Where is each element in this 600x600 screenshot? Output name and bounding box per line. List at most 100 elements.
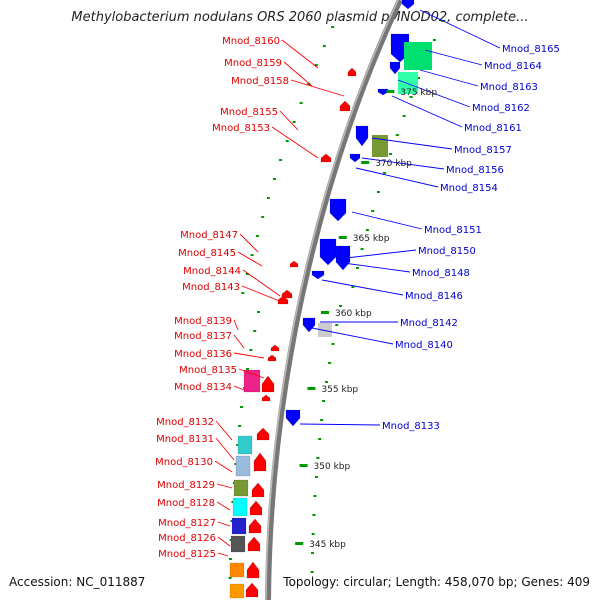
label-mnod-8154[interactable]: Mnod_8154 (440, 183, 498, 194)
backbone-highlight (265, 0, 399, 600)
leader-line (215, 420, 233, 441)
label-mnod-8125[interactable]: Mnod_8125 (158, 549, 216, 560)
forward-gene (355, 125, 369, 147)
tick-mark (257, 311, 260, 313)
gene-block (231, 517, 247, 535)
label-mnod-8160[interactable]: Mnod_8160 (222, 36, 280, 47)
tick-mark (266, 197, 270, 199)
reverse-gene (270, 344, 280, 352)
label-mnod-8158[interactable]: Mnod_8158 (231, 76, 289, 87)
label-mnod-8144[interactable]: Mnod_8144 (183, 266, 241, 277)
tick-mark (365, 229, 369, 231)
label-mnod-8150[interactable]: Mnod_8150 (418, 246, 476, 257)
tick-mark (228, 577, 232, 579)
reverse-gene (256, 427, 270, 441)
leader-line (361, 157, 445, 170)
tick-mark (299, 102, 303, 104)
tick-mark (272, 178, 276, 180)
leader-line (311, 327, 394, 345)
label-mnod-8137[interactable]: Mnod_8137 (174, 331, 232, 342)
leader-line (335, 261, 411, 273)
label-mnod-8162[interactable]: Mnod_8162 (472, 103, 530, 114)
label-mnod-8153[interactable]: Mnod_8153 (212, 123, 270, 134)
label-mnod-8165[interactable]: Mnod_8165 (502, 44, 560, 55)
label-mnod-8135[interactable]: Mnod_8135 (179, 365, 237, 376)
leader-line (419, 9, 501, 49)
scale-label: 355 kbp (321, 385, 358, 395)
label-mnod-8133[interactable]: Mnod_8133 (382, 421, 440, 432)
label-mnod-8132[interactable]: Mnod_8132 (156, 417, 214, 428)
tick-mark (389, 153, 393, 155)
gene-block (237, 435, 253, 455)
gene-block (229, 562, 245, 578)
tick-mark (231, 501, 235, 503)
leader-line (351, 211, 423, 230)
tick-mark (371, 210, 375, 212)
reverse-gene (247, 536, 261, 552)
forward-gene (389, 61, 401, 75)
tick-mark (311, 533, 315, 535)
label-mnod-8157[interactable]: Mnod_8157 (454, 145, 512, 156)
leader-line (241, 285, 283, 303)
gene-block (372, 135, 388, 157)
tick-mark (331, 343, 335, 345)
tick-mark (316, 457, 320, 459)
scale-label: 365 kbp (353, 234, 390, 244)
reverse-gene (253, 452, 267, 472)
scale-label: 375 kbp (400, 88, 437, 98)
label-mnod-8128[interactable]: Mnod_8128 (157, 498, 215, 509)
reverse-gene (246, 561, 260, 579)
label-mnod-8140[interactable]: Mnod_8140 (395, 340, 453, 351)
tick-mark (351, 286, 355, 288)
label-mnod-8164[interactable]: Mnod_8164 (484, 61, 542, 72)
tick-mark (322, 400, 325, 402)
label-mnod-8126[interactable]: Mnod_8126 (158, 533, 216, 544)
leader-line (321, 279, 404, 296)
label-mnod-8127[interactable]: Mnod_8127 (158, 518, 216, 529)
label-mnod-8136[interactable]: Mnod_8136 (174, 349, 232, 360)
label-mnod-8131[interactable]: Mnod_8131 (156, 434, 214, 445)
leader-line (233, 385, 245, 391)
reverse-gene (261, 375, 275, 393)
leader-line (279, 110, 299, 131)
leader-line (424, 49, 483, 66)
label-mnod-8147[interactable]: Mnod_8147 (180, 230, 238, 241)
label-mnod-8148[interactable]: Mnod_8148 (412, 268, 470, 279)
label-mnod-8151[interactable]: Mnod_8151 (424, 225, 482, 236)
tick-mark (310, 552, 314, 554)
leader-line (217, 536, 231, 547)
forward-gene (335, 245, 351, 271)
gene-block (232, 497, 248, 517)
scale-tick (321, 311, 329, 314)
label-mnod-8129[interactable]: Mnod_8129 (157, 480, 215, 491)
tick-mark (417, 77, 421, 79)
scale-label: 370 kbp (375, 159, 412, 169)
tick-mark (250, 254, 254, 256)
label-mnod-8161[interactable]: Mnod_8161 (464, 123, 522, 134)
scale-tick (307, 387, 316, 390)
label-mnod-8142[interactable]: Mnod_8142 (400, 318, 458, 329)
label-mnod-8155[interactable]: Mnod_8155 (220, 107, 278, 118)
leader-line (216, 483, 233, 489)
label-mnod-8146[interactable]: Mnod_8146 (405, 291, 463, 302)
label-mnod-8134[interactable]: Mnod_8134 (174, 382, 232, 393)
label-mnod-8139[interactable]: Mnod_8139 (174, 316, 232, 327)
label-mnod-8156[interactable]: Mnod_8156 (446, 165, 504, 176)
tick-mark (261, 216, 265, 218)
label-mnod-8143[interactable]: Mnod_8143 (182, 282, 240, 293)
gene-block (235, 455, 251, 477)
leader-line (233, 334, 245, 349)
label-mnod-8159[interactable]: Mnod_8159 (224, 58, 282, 69)
forward-gene (329, 198, 347, 222)
gene-block (233, 479, 249, 497)
label-mnod-8163[interactable]: Mnod_8163 (480, 82, 538, 93)
scale-labels: 375 kbp 370 kbp 365 kbp 360 kbp 355 kbp 350 k… (295, 88, 437, 550)
label-mnod-8145[interactable]: Mnod_8145 (178, 248, 236, 259)
forward-gene (285, 409, 301, 427)
tick-mark (246, 368, 250, 370)
reverse-gene (267, 354, 277, 362)
label-mnod-8130[interactable]: Mnod_8130 (155, 457, 213, 468)
leader-line (242, 269, 281, 297)
tick-mark (339, 305, 342, 307)
